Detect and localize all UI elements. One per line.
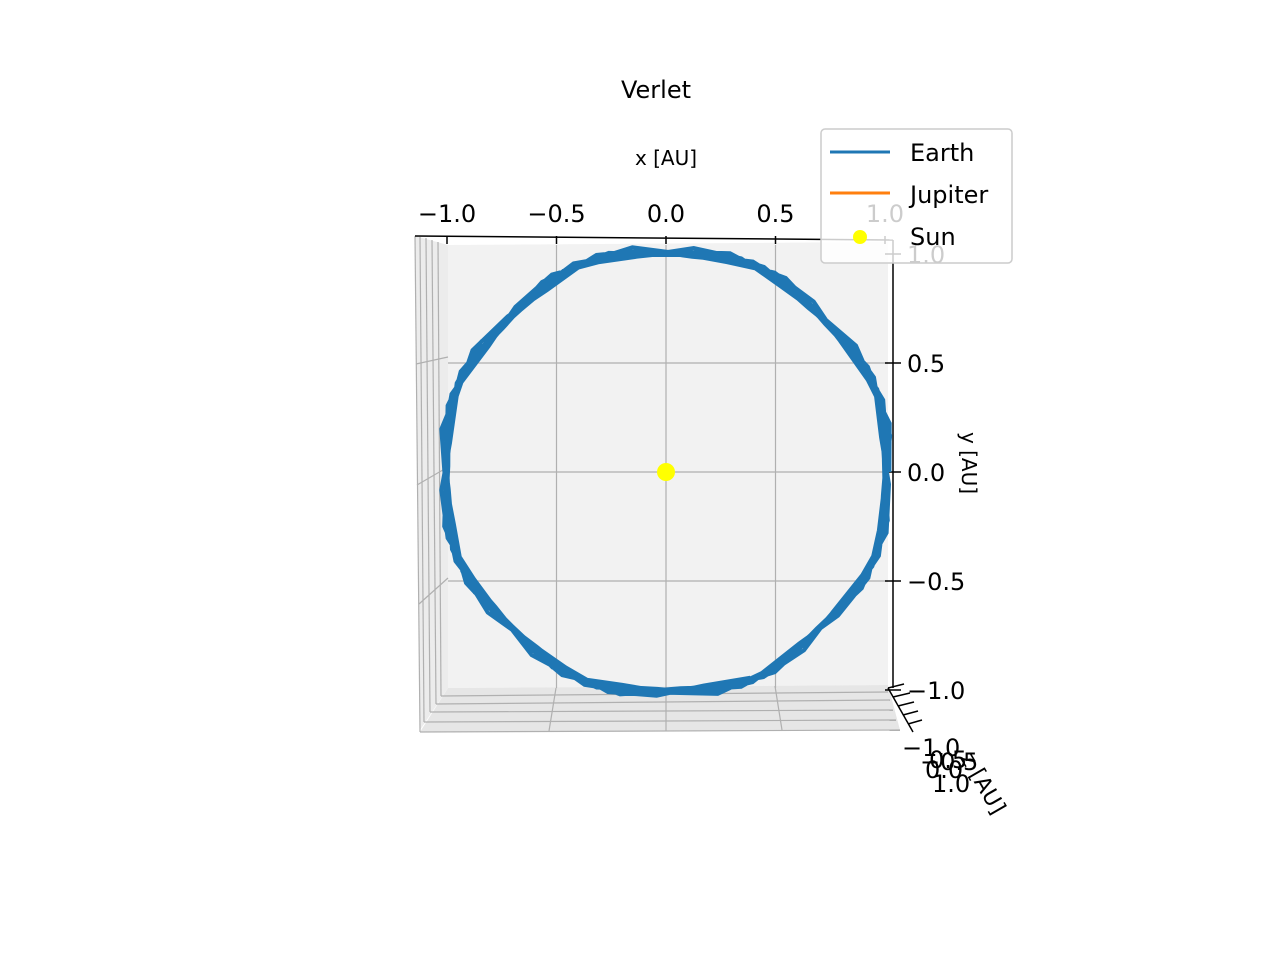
legend-sun-marker	[853, 230, 867, 244]
y-tick-label-1: 0.5	[907, 350, 945, 378]
y-tick-label-4: −1.0	[907, 677, 965, 705]
left-diag-3	[418, 577, 449, 605]
z-tick-label-1: −1.0	[902, 734, 960, 762]
x-tick-label-3: 0.5	[756, 200, 794, 228]
y-axis-label: y [AU]	[957, 432, 981, 494]
bottom-pane-edge-4	[435, 699, 891, 705]
z-tick-label-4: 0.5	[929, 746, 967, 774]
legend-box	[820, 128, 1013, 264]
bottom-diag-1	[548, 687, 557, 732]
z-tick-3	[897, 701, 915, 707]
axes-panes	[415, 236, 900, 732]
y-axis-ticks: 1.00.50.0−0.5−1.0	[885, 241, 965, 705]
series-sun-marker	[657, 463, 675, 481]
x-axis-line	[414, 235, 894, 241]
left-pane-edge-3	[425, 237, 431, 713]
series-layer	[439, 245, 893, 698]
series-earth-orbit	[439, 245, 893, 698]
y-tick-label-2: 0.0	[907, 459, 945, 487]
x-tick-label-1: −0.5	[527, 200, 585, 228]
bottom-pane-edge-1	[419, 729, 901, 733]
bottom-pane-edge-2	[423, 719, 897, 723]
legend-earth-label: Earth	[910, 139, 974, 167]
legend-jupiter-label: Jupiter	[908, 181, 988, 209]
z-axis-line	[887, 687, 914, 733]
left-pane-edge-5	[437, 241, 442, 697]
y-tick-label-3: −0.5	[907, 568, 965, 596]
z-tick-4	[902, 710, 919, 716]
z-tick-label-2: −0.5	[920, 748, 978, 776]
x-tick-label-2: 0.0	[647, 200, 685, 228]
left-diag-1	[415, 356, 449, 365]
bottom-diag-3	[774, 685, 783, 731]
z-tick-1	[887, 683, 905, 689]
x-tick-label-0: −1.0	[418, 200, 476, 228]
z-axis	[887, 683, 923, 733]
pane-edges	[414, 235, 901, 733]
legend: Earth Jupiter Sun	[820, 128, 1013, 264]
bottom-pane-edge-3	[429, 709, 894, 713]
chart-title: Verlet	[621, 76, 691, 104]
legend-sun-label: Sun	[910, 223, 956, 251]
left-pane-edge-4	[431, 239, 437, 705]
z-tick-5	[907, 719, 923, 725]
z-tick-2	[892, 692, 911, 698]
left-pane-edge-1	[414, 235, 421, 733]
x-axis-label: x [AU]	[635, 146, 697, 170]
z-axis-tick-labels: −1.0 −0.5 0.0 0.5 1.0	[902, 734, 978, 798]
left-pane-edge-2	[419, 236, 425, 723]
z-tick-label-5: 1.0	[932, 770, 970, 798]
z-tick-label-3: 0.0	[925, 756, 963, 784]
